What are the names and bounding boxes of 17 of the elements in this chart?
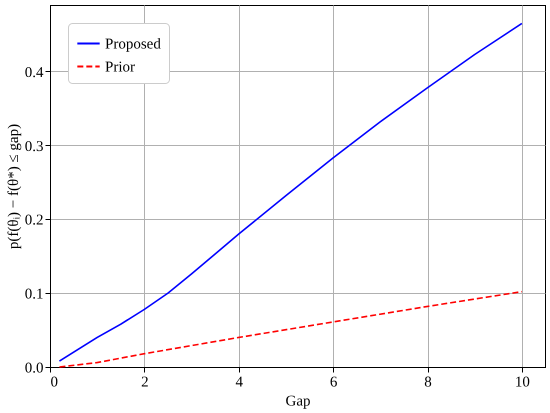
legend-label: Proposed [105, 36, 162, 52]
x-tick-label: 2 [141, 374, 149, 390]
x-tick-label: 8 [424, 374, 432, 390]
y-tick-label: 0.4 [24, 64, 44, 81]
legend-label: Prior [105, 60, 136, 76]
y-tick-label: 0.3 [24, 138, 44, 155]
line-series [58, 290, 523, 368]
y-tick-label: 0.0 [24, 360, 44, 376]
y-axis-title: p(f(θᵢ) − f(θ*) ≤ gap) [6, 124, 22, 250]
y-tick-label: 0.2 [24, 212, 44, 229]
line-series [58, 22, 523, 362]
x-tick-label: 0 [50, 374, 58, 390]
x-tick-label: 6 [330, 374, 338, 390]
x-axis-title: Gap [286, 394, 310, 410]
x-tick-label: 10 [514, 374, 530, 390]
x-tick-label: 4 [236, 374, 244, 390]
y-tick-label: 0.1 [24, 286, 44, 303]
